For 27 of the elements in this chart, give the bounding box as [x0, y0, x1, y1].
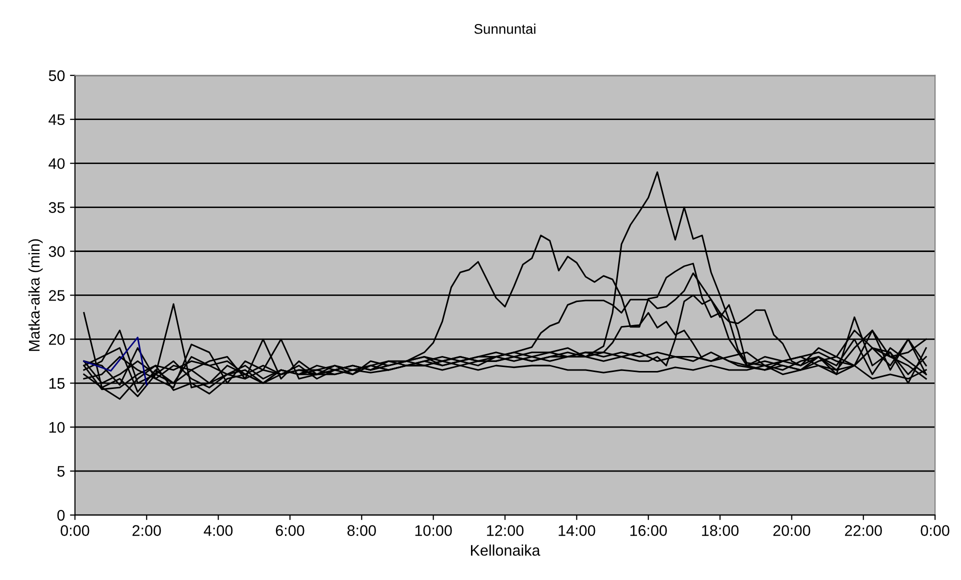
- x-tick-label: 18:00: [702, 525, 739, 536]
- y-tick-label: 10: [49, 422, 65, 433]
- x-tick-label: 6:00: [276, 525, 304, 536]
- x-axis-title: Kellonaika: [471, 544, 540, 556]
- x-tick-label: 0:00: [60, 525, 90, 536]
- y-tick-label: 30: [48, 246, 65, 257]
- x-tick-label: 8:00: [347, 525, 376, 536]
- y-tick-label: 35: [48, 202, 65, 213]
- y-tick-label: 5: [57, 466, 65, 477]
- x-tick-label: 0:00: [920, 525, 950, 536]
- x-tick-label: 20:00: [773, 525, 810, 536]
- x-tick-label: 22:00: [845, 525, 882, 536]
- y-tick-label: 45: [48, 114, 65, 126]
- y-axis-title: Matka-aika (min): [28, 239, 43, 351]
- x-tick-label: 14:00: [558, 525, 596, 536]
- x-tick-label: 12:00: [487, 525, 524, 536]
- x-tick-label: 2:00: [132, 525, 161, 536]
- y-tick-label: 25: [49, 290, 65, 301]
- chart-title: Sunnuntai: [474, 24, 536, 34]
- y-tick-label: 40: [48, 158, 65, 170]
- y-tick-label: 50: [48, 70, 65, 82]
- x-tick-label: 4:00: [204, 525, 233, 536]
- y-tick-label: 20: [49, 334, 65, 345]
- x-tick-label: 16:00: [630, 525, 667, 536]
- x-tick-label: 10:00: [415, 525, 452, 536]
- y-tick-label: 15: [49, 378, 65, 389]
- y-tick-label: 0: [57, 510, 65, 521]
